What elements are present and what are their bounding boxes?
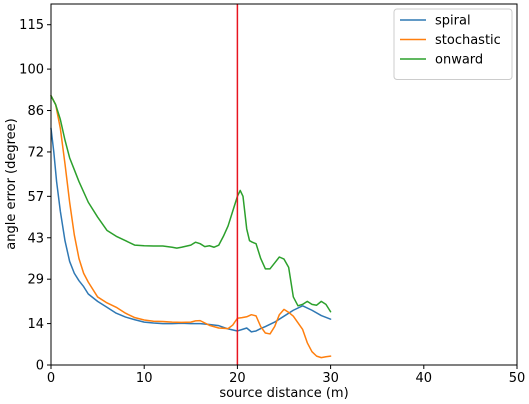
- y-tick-label: 57: [27, 190, 44, 205]
- y-tick-label: 72: [27, 145, 44, 160]
- x-tick-label: 50: [509, 371, 526, 386]
- legend-label-onward: onward: [435, 53, 483, 68]
- y-axis-ticks: 0 14 29 43 57 72 86 100 115: [19, 18, 51, 374]
- legend-label-stochastic: stochastic: [435, 33, 501, 48]
- x-tick-label: 20: [229, 371, 246, 386]
- legend-box: [393, 8, 513, 80]
- y-tick-label: 100: [19, 63, 44, 78]
- series-line-stochastic: [50, 94, 332, 359]
- y-tick-label: 115: [19, 18, 44, 33]
- series-line-onward: [50, 94, 332, 313]
- x-axis-ticks: 0 10 20 30 40 50: [47, 365, 525, 386]
- x-axis-label: source distance (m): [219, 386, 348, 401]
- x-tick-label: 0: [47, 371, 55, 386]
- legend-label-spiral: spiral: [435, 14, 471, 29]
- plot-lines: [50, 4, 332, 365]
- y-tick-label: 86: [27, 104, 44, 119]
- x-tick-label: 40: [416, 371, 433, 386]
- y-axis-label: angle error (degree): [4, 118, 19, 250]
- series-line-spiral: [50, 127, 332, 333]
- y-tick-label: 0: [36, 359, 44, 374]
- x-tick-label: 30: [322, 371, 339, 386]
- legend: spiral stochastic onward: [393, 8, 513, 80]
- x-tick-label: 10: [136, 371, 153, 386]
- y-tick-label: 14: [27, 317, 44, 332]
- y-tick-label: 43: [27, 231, 44, 246]
- plot-area-frame: [50, 3, 518, 366]
- y-tick-label: 29: [27, 273, 44, 288]
